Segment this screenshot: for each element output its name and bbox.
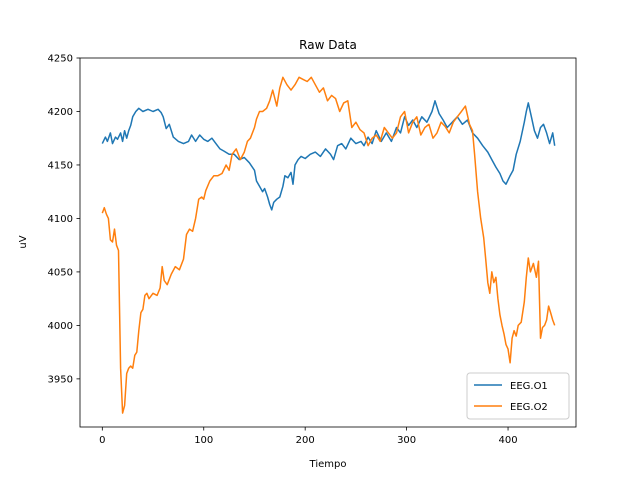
y-tick-label: 4150	[48, 160, 73, 171]
x-axis-label: Tiempo	[309, 459, 347, 470]
x-tick-label: 300	[397, 435, 416, 446]
chart-title: Raw Data	[299, 38, 357, 52]
y-tick-label: 4000	[48, 321, 73, 332]
y-tick-label: 4050	[48, 267, 73, 278]
legend: EEG.O1 EEG.O2	[466, 372, 570, 420]
plot-lines	[101, 76, 556, 414]
x-tick-label: 0	[99, 435, 105, 446]
y-tick-label: 4200	[48, 107, 73, 118]
x-tick-label: 100	[194, 435, 213, 446]
y-tick-label: 4250	[48, 54, 73, 65]
series-line-eeg-o1	[101, 100, 556, 211]
series-line-eeg-o2	[101, 76, 556, 414]
y-tick-label: 3950	[48, 374, 73, 385]
legend-label-eeg-o1: EEG.O1	[510, 381, 548, 392]
plot-frame	[79, 57, 577, 428]
x-tick-label: 200	[296, 435, 315, 446]
x-axis: 0 100 200 300 400	[99, 427, 518, 446]
y-axis: 3950 4000 4050 4100 4150 4200 4250	[48, 54, 80, 385]
x-tick-label: 400	[498, 435, 517, 446]
y-tick-label: 4100	[48, 214, 73, 225]
legend-label-eeg-o2: EEG.O2	[510, 402, 548, 413]
y-axis-label: uV	[18, 235, 29, 248]
